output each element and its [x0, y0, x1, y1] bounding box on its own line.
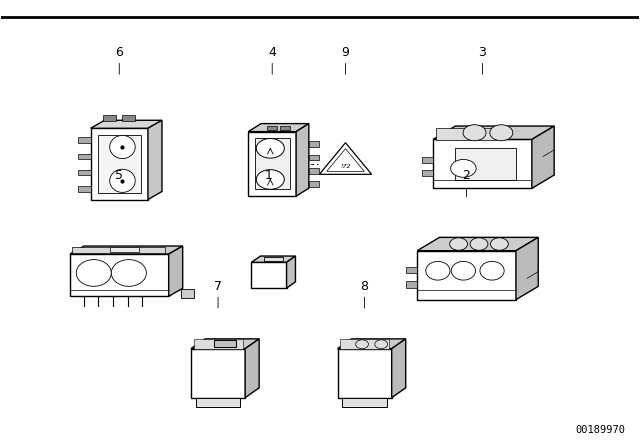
Circle shape: [470, 238, 488, 250]
Text: 4: 4: [268, 46, 276, 59]
Bar: [417, 251, 516, 300]
Bar: [91, 128, 148, 199]
Text: 00189970: 00189970: [576, 426, 626, 435]
Circle shape: [256, 170, 284, 189]
Polygon shape: [433, 126, 554, 139]
Bar: [78, 137, 91, 143]
Bar: [422, 157, 433, 163]
Ellipse shape: [480, 261, 504, 280]
Bar: [181, 289, 194, 298]
Circle shape: [490, 125, 513, 141]
Bar: [214, 340, 236, 347]
Bar: [72, 247, 165, 253]
Polygon shape: [245, 339, 259, 398]
Ellipse shape: [76, 260, 111, 286]
Text: 6: 6: [115, 46, 124, 59]
Circle shape: [450, 238, 467, 250]
Bar: [255, 138, 290, 190]
Ellipse shape: [426, 261, 450, 280]
Polygon shape: [392, 339, 406, 398]
Polygon shape: [91, 120, 162, 128]
Polygon shape: [417, 237, 538, 251]
Bar: [193, 339, 243, 349]
Ellipse shape: [451, 261, 476, 280]
Circle shape: [490, 238, 508, 250]
Text: 8: 8: [360, 280, 369, 293]
Bar: [78, 170, 91, 176]
Polygon shape: [70, 246, 182, 254]
Bar: [78, 154, 91, 159]
Bar: [70, 254, 169, 296]
Bar: [309, 155, 319, 160]
Circle shape: [356, 340, 369, 349]
Polygon shape: [252, 256, 296, 262]
Bar: [406, 281, 417, 288]
Polygon shape: [337, 339, 406, 349]
Text: 5: 5: [115, 168, 124, 181]
Bar: [191, 349, 245, 398]
Bar: [122, 116, 135, 121]
Circle shape: [463, 125, 486, 141]
Bar: [340, 339, 389, 349]
Bar: [252, 262, 287, 288]
Bar: [456, 148, 516, 180]
Bar: [264, 257, 283, 261]
Bar: [309, 141, 319, 147]
Circle shape: [256, 138, 284, 158]
Bar: [98, 135, 141, 193]
Bar: [337, 349, 392, 398]
Bar: [248, 132, 296, 196]
Polygon shape: [191, 339, 259, 349]
Text: 2: 2: [463, 168, 470, 181]
Circle shape: [451, 159, 476, 177]
Ellipse shape: [109, 169, 135, 192]
Polygon shape: [287, 256, 296, 288]
Text: 9: 9: [342, 46, 349, 59]
Bar: [78, 186, 91, 192]
Bar: [309, 168, 319, 174]
Polygon shape: [148, 120, 162, 199]
Polygon shape: [532, 126, 554, 188]
Ellipse shape: [109, 135, 135, 159]
Bar: [280, 126, 290, 130]
Text: 3: 3: [479, 46, 486, 59]
Bar: [422, 170, 433, 177]
Circle shape: [375, 340, 388, 349]
Polygon shape: [296, 124, 309, 196]
Bar: [267, 126, 277, 130]
Bar: [433, 139, 532, 188]
Bar: [436, 128, 495, 140]
Text: !72: !72: [340, 164, 351, 168]
Bar: [342, 398, 387, 406]
Text: 1: 1: [265, 168, 273, 181]
Polygon shape: [169, 246, 182, 296]
Bar: [309, 181, 319, 187]
Polygon shape: [516, 237, 538, 300]
Text: 7: 7: [214, 280, 222, 293]
Bar: [196, 398, 241, 406]
Polygon shape: [319, 143, 372, 174]
Bar: [110, 247, 139, 252]
Ellipse shape: [111, 260, 147, 286]
Polygon shape: [248, 124, 309, 132]
Bar: [103, 116, 116, 121]
Bar: [406, 267, 417, 273]
